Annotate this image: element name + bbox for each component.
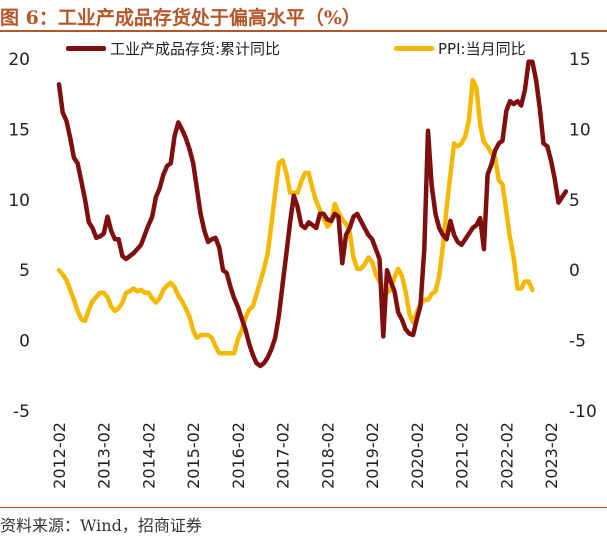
x-axis-tick-label: 2013-02 — [95, 422, 114, 489]
legend-item-inventory: 工业产成品存货:累计同比 — [66, 38, 280, 58]
source-divider — [0, 507, 607, 508]
x-axis-tick-label: 2022-02 — [497, 422, 516, 489]
legend-label-inventory: 工业产成品存货:累计同比 — [110, 39, 281, 58]
x-axis-tick-label: 2012-02 — [50, 422, 69, 489]
x-axis-tick-label: 2017-02 — [274, 422, 293, 489]
left-axis-tick-label: 5 — [19, 261, 30, 281]
x-axis-tick-label: 2019-02 — [363, 422, 382, 489]
x-axis-tick-label: 2014-02 — [139, 422, 158, 489]
title-divider — [0, 30, 607, 32]
source-note: 资料来源：Wind，招商证券 — [0, 516, 202, 535]
right-axis-tick-label: 15 — [569, 50, 591, 70]
series-line-ppi — [56, 77, 535, 356]
x-axis-tick-label: 2015-02 — [184, 422, 203, 489]
legend-swatch-ppi — [394, 45, 434, 51]
x-axis-tick-label: 2021-02 — [453, 422, 472, 489]
chart-area: -5 0 5 10 15 20 -10 -5 0 5 10 15 2012-02 2013-02 201… — [8, 50, 597, 489]
legend-swatch-inventory — [66, 45, 106, 51]
left-axis-tick-label: 20 — [8, 50, 30, 70]
x-axis-tick-label: 2016-02 — [229, 422, 248, 489]
right-axis-tick-label: 5 — [569, 191, 580, 211]
x-axis-tick-label: 2018-02 — [318, 422, 337, 489]
legend-item-ppi: PPI:当月同比 — [394, 38, 526, 58]
right-axis-tick-label: 0 — [569, 261, 580, 281]
right-axis-tick-label: -10 — [569, 402, 597, 422]
left-axis-tick-label: 10 — [8, 191, 30, 211]
chart-title: 图 6：工业产成品存货处于偏高水平（%） — [0, 7, 361, 29]
left-axis-tick-label: -5 — [13, 402, 30, 422]
x-axis-tick-label: 2020-02 — [408, 422, 427, 489]
legend-label-ppi: PPI:当月同比 — [438, 39, 526, 58]
series-line-inventory — [56, 59, 569, 369]
x-axis-tick-label: 2023-02 — [542, 422, 561, 489]
left-axis-tick-label: 15 — [8, 120, 30, 140]
left-axis-tick-label: 0 — [19, 332, 30, 352]
right-axis-tick-label: -5 — [569, 332, 586, 352]
right-axis-tick-label: 10 — [569, 120, 591, 140]
